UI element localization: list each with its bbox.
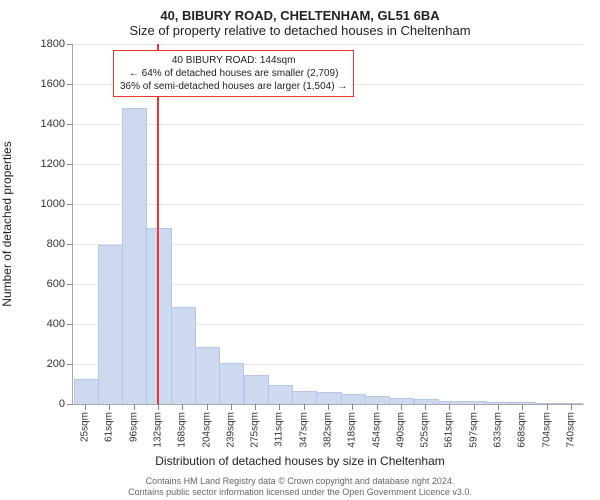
y-tick [67,324,73,325]
histogram-bar [462,401,487,404]
histogram-bar [365,396,390,404]
histogram-bar [98,245,123,404]
x-tick [182,404,183,410]
x-tick-label: 311sqm [274,412,285,447]
x-tick-label: 61sqm [104,412,115,442]
x-tick-label: 454sqm [371,412,382,448]
y-tick [67,404,73,405]
histogram-bar [244,375,269,404]
x-tick [85,404,86,410]
y-tick [67,204,73,205]
histogram-bar [195,347,220,404]
y-tick-label: 1800 [41,38,65,50]
y-tick [67,244,73,245]
y-tick [67,124,73,125]
y-tick-label: 1400 [41,118,65,130]
x-tick [352,404,353,410]
x-tick [401,404,402,410]
annotation-line: 40 BIBURY ROAD: 144sqm [120,54,347,67]
x-tick [207,404,208,410]
plot-area: 02004006008001000120014001600180025sqm61… [72,44,583,405]
x-tick-label: 239sqm [225,412,236,448]
x-tick-label: 633sqm [493,412,504,448]
x-tick-label: 168sqm [177,412,188,448]
y-tick [67,44,73,45]
x-tick [328,404,329,410]
x-tick [279,404,280,410]
histogram-bar [535,403,560,404]
gridline [73,204,583,205]
x-tick [134,404,135,410]
x-tick-label: 25sqm [80,412,91,442]
histogram-bar [171,307,196,404]
y-tick-label: 0 [59,398,65,410]
x-tick [498,404,499,410]
x-tick [109,404,110,410]
x-tick-label: 490sqm [395,412,406,448]
x-tick [571,404,572,410]
x-tick-label: 597sqm [468,412,479,448]
histogram-bar [292,391,317,404]
x-tick [522,404,523,410]
x-tick-label: 668sqm [517,412,528,448]
x-tick [474,404,475,410]
marker-line [157,44,159,404]
page: 40, BIBURY ROAD, CHELTENHAM, GL51 6BA Si… [0,0,600,500]
histogram-bar [268,385,293,404]
gridline [73,44,583,45]
x-tick [377,404,378,410]
histogram-bar [559,403,584,404]
footer-line-2: Contains public sector information licen… [0,487,600,498]
histogram-bar [438,401,463,404]
y-tick [67,284,73,285]
histogram-bar [389,398,414,404]
y-tick [67,364,73,365]
y-tick-label: 400 [47,318,65,330]
gridline [73,164,583,165]
annotation-line: ← 64% of detached houses are smaller (2,… [120,67,347,80]
y-axis-label: Number of detached properties [0,141,14,306]
x-tick-label: 740sqm [565,412,576,448]
x-tick-label: 96sqm [128,412,139,442]
x-tick-label: 418sqm [347,412,358,448]
x-tick-label: 275sqm [250,412,261,448]
x-tick-label: 525sqm [420,412,431,448]
gridline [73,124,583,125]
x-tick [547,404,548,410]
x-tick [304,404,305,410]
y-tick-label: 600 [47,278,65,290]
page-subtitle: Size of property relative to detached ho… [10,23,590,38]
x-tick-label: 561sqm [444,412,455,448]
histogram-bar [316,392,341,404]
y-tick-label: 1000 [41,198,65,210]
x-tick-label: 704sqm [541,412,552,448]
y-tick [67,84,73,85]
histogram-bar [74,379,99,404]
y-tick-label: 200 [47,358,65,370]
annotation-box: 40 BIBURY ROAD: 144sqm← 64% of detached … [113,50,354,97]
x-tick [158,404,159,410]
y-tick-label: 1200 [41,158,65,170]
x-tick [449,404,450,410]
x-tick-label: 347sqm [298,412,309,448]
x-tick [425,404,426,410]
annotation-line: 36% of semi-detached houses are larger (… [120,80,347,93]
x-tick [255,404,256,410]
y-tick-label: 1600 [41,78,65,90]
page-title: 40, BIBURY ROAD, CHELTENHAM, GL51 6BA [10,8,590,23]
y-tick-label: 800 [47,238,65,250]
x-axis-label: Distribution of detached houses by size … [0,454,600,468]
x-tick [231,404,232,410]
y-tick [67,164,73,165]
x-tick-label: 382sqm [323,412,334,448]
x-tick-label: 132sqm [153,412,164,448]
histogram-bar [511,402,536,404]
footer: Contains HM Land Registry data © Crown c… [0,476,600,499]
histogram-bar [122,108,147,404]
chart: 02004006008001000120014001600180025sqm61… [72,44,582,404]
histogram-bar [341,394,366,404]
x-tick-label: 204sqm [201,412,212,448]
histogram-bar [219,363,244,404]
footer-line-1: Contains HM Land Registry data © Crown c… [0,476,600,487]
